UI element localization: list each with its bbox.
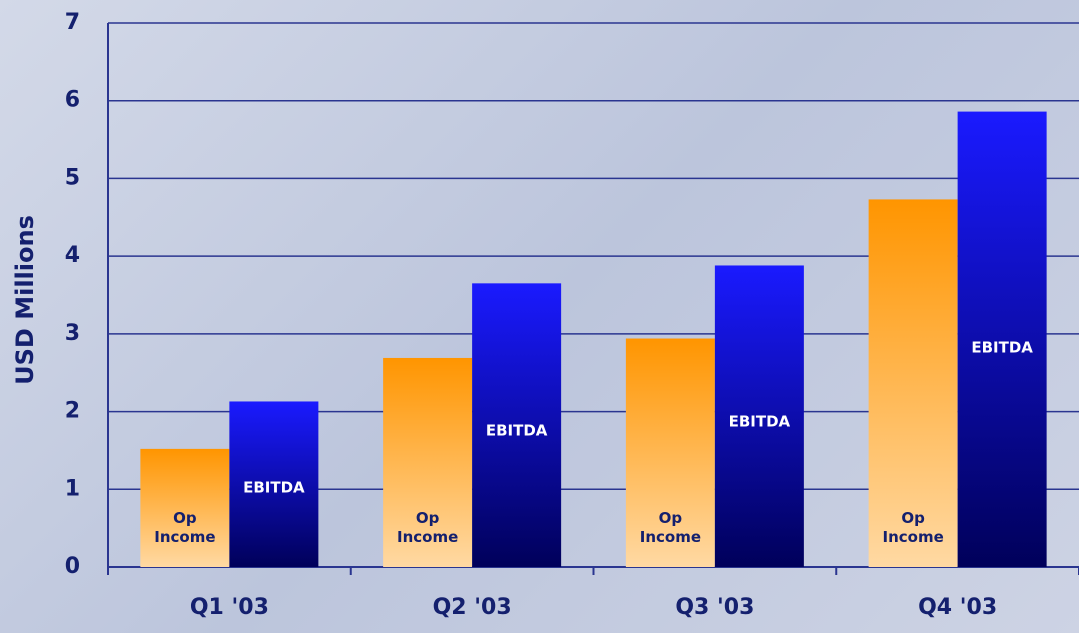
x-tick-label: Q4 '03 xyxy=(918,595,997,620)
bar xyxy=(868,199,958,567)
y-tick-label: 3 xyxy=(65,321,80,346)
x-tick-label: Q1 '03 xyxy=(190,595,269,620)
y-tick-label: 6 xyxy=(65,88,80,113)
bar-label: EBITDA xyxy=(971,338,1033,357)
bar xyxy=(140,448,230,567)
x-tick-label: Q3 '03 xyxy=(675,595,754,620)
bar xyxy=(383,357,473,567)
bar xyxy=(472,283,562,567)
bar xyxy=(229,401,319,567)
bar-label: EBITDA xyxy=(728,412,791,431)
y-tick-label: 5 xyxy=(65,165,80,190)
bar-label: EBITDA xyxy=(485,421,548,440)
bar-label: Op Income xyxy=(154,509,216,546)
y-tick-label: 2 xyxy=(65,399,80,424)
y-tick-label: 4 xyxy=(65,243,80,268)
bar-label: Op Income xyxy=(639,509,701,546)
bar xyxy=(625,338,715,567)
bar xyxy=(714,265,804,567)
bar-label: Op Income xyxy=(882,509,944,546)
y-tick-label: 7 xyxy=(65,10,80,35)
y-tick-label: 0 xyxy=(65,554,80,579)
bar xyxy=(957,111,1047,567)
bar-label: EBITDA xyxy=(243,478,305,497)
y-axis-label: USD Millions xyxy=(11,215,39,385)
bar-label: Op Income xyxy=(396,509,459,546)
x-tick-label: Q2 '03 xyxy=(433,595,512,620)
y-tick-label: 1 xyxy=(65,476,80,501)
